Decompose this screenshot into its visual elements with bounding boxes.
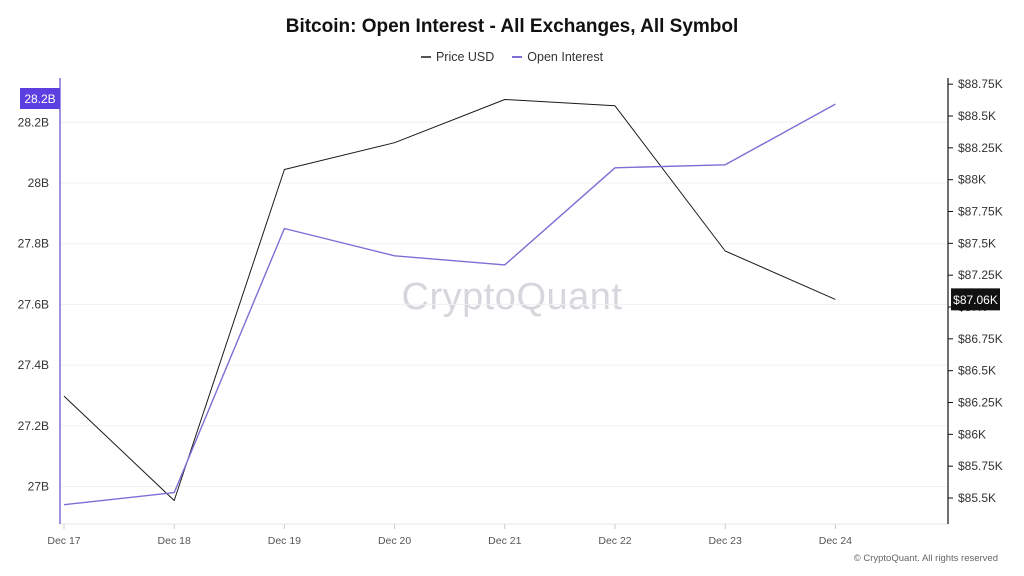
legend-swatch-open-interest xyxy=(512,56,523,58)
watermark: CryptoQuant xyxy=(401,276,623,318)
legend-swatch-price xyxy=(420,56,431,58)
legend-item-open-interest[interactable]: Open Interest xyxy=(512,50,603,64)
y-right-current-label: $87.06K xyxy=(953,293,998,307)
x-tick-label: Dec 17 xyxy=(47,535,80,547)
x-tick-label: Dec 18 xyxy=(158,535,191,547)
y-left-tick-label: 27.6B xyxy=(18,297,49,311)
y-right-tick-label: $88K xyxy=(958,173,986,187)
y-right-tick-label: $85.5K xyxy=(958,491,996,505)
y-right-tick-label: $87.5K xyxy=(958,236,996,250)
x-tick-label: Dec 20 xyxy=(378,535,411,547)
y-left-tick-label: 28.2B xyxy=(18,115,49,129)
y-right-tick-label: $86K xyxy=(958,427,986,441)
series-line-open-interest[interactable] xyxy=(63,103,836,506)
y-left-tick-label: 27B xyxy=(28,480,49,494)
chart-title: Bitcoin: Open Interest - All Exchanges, … xyxy=(285,16,739,37)
y-left-tick-label: 27.8B xyxy=(18,237,49,251)
y-right-tick-label: $88.25K xyxy=(958,141,1003,155)
y-left-current-badge xyxy=(20,88,60,109)
y-right-tick-label: $88.5K xyxy=(958,109,996,123)
x-tick-label: Dec 19 xyxy=(268,535,301,547)
y-right-current-badge xyxy=(951,288,1000,311)
legend-item-price[interactable]: Price USD xyxy=(420,50,495,64)
y-left-current-label: 28.2B xyxy=(24,92,55,106)
y-right-tick-label: $86.75K xyxy=(958,332,1003,346)
y-right-tick-label: $86.5K xyxy=(958,364,996,378)
y-right-tick-label: $86.25K xyxy=(958,396,1003,410)
y-left-tick-label: 27.4B xyxy=(18,358,49,372)
y-right-tick-label: $88.75K xyxy=(958,77,1003,91)
x-tick-label: Dec 21 xyxy=(488,535,521,547)
series-line-price[interactable] xyxy=(63,99,836,501)
y-left-tick-label: 27.2B xyxy=(18,419,49,433)
x-tick-label: Dec 23 xyxy=(709,535,742,547)
chart-legend: Price USD Open Interest xyxy=(0,50,1024,64)
copyright-text: © CryptoQuant. All rights reserved xyxy=(853,553,998,564)
y-right-tick-label: $87.75K xyxy=(958,205,1003,219)
legend-label-price: Price USD xyxy=(435,50,495,64)
legend-label-open-interest: Open Interest xyxy=(527,50,604,64)
x-tick-label: Dec 24 xyxy=(819,535,852,547)
y-right-tick-label: $85.75K xyxy=(958,459,1003,473)
y-left-tick-label: 28B xyxy=(28,176,49,190)
y-right-tick-label: $87.25K xyxy=(958,268,1003,282)
x-tick-label: Dec 22 xyxy=(598,535,631,547)
